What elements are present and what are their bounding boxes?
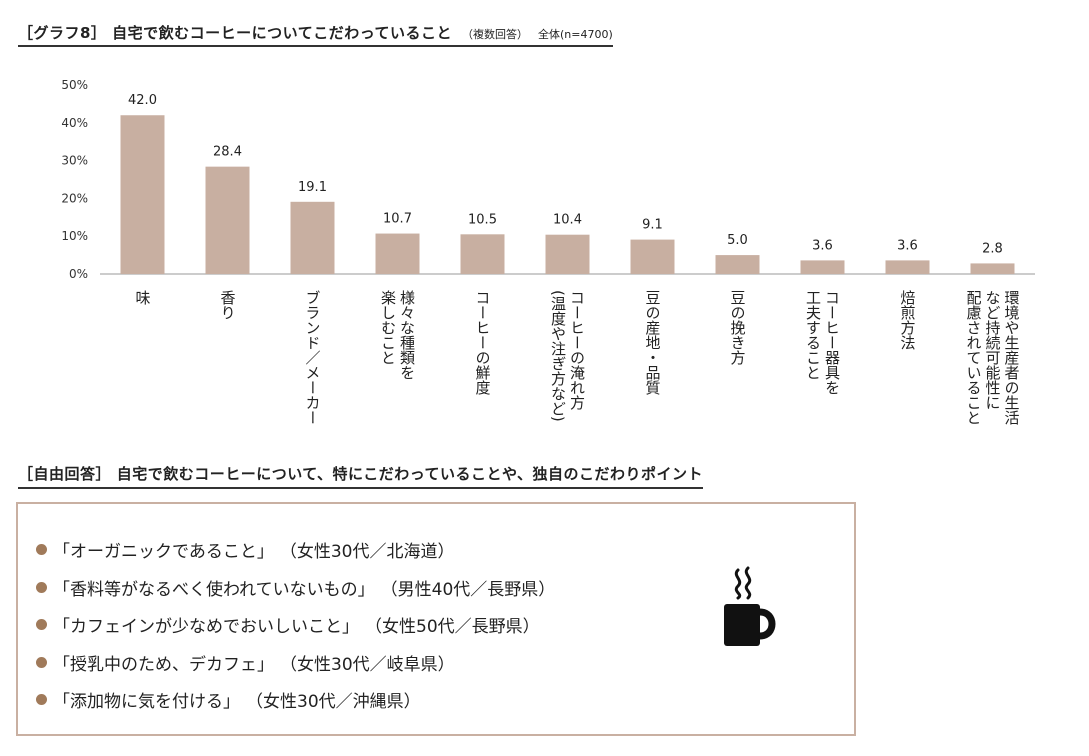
category-label: など持続可能性に xyxy=(984,290,1002,410)
category-label: 楽しむこと xyxy=(379,290,397,365)
category-label: 豆の産地・品質 xyxy=(644,290,662,395)
y-tick-label: 50% xyxy=(61,78,88,92)
bullet-icon xyxy=(36,694,47,706)
free-response-item: 「オーガニックであること」 （女性30代／北海道） xyxy=(36,531,555,569)
respondent-info: （女性50代／長野県） xyxy=(365,617,540,638)
free-response-item: 「授乳中のため、デカフェ」 （女性30代／岐阜県） xyxy=(36,644,555,682)
bar xyxy=(715,255,760,274)
data-label: 5.0 xyxy=(727,233,748,248)
response-quote: 「授乳中のため、デカフェ」 xyxy=(53,654,274,675)
chart-answer-note: （複数回答） xyxy=(461,28,528,41)
free-response-item: 「カフェインが少なめでおいしいこと」 （女性50代／長野県） xyxy=(36,606,555,644)
bar xyxy=(290,201,335,274)
bar xyxy=(800,260,845,274)
data-label: 9.1 xyxy=(642,218,663,233)
category-label: 環境や生産者の生活 xyxy=(1003,290,1021,425)
bullet-icon xyxy=(36,581,47,593)
category-label: ブランド／メーカー xyxy=(304,290,322,425)
data-label: 2.8 xyxy=(982,241,1003,256)
y-tick-label: 10% xyxy=(61,229,88,243)
data-label: 10.5 xyxy=(468,212,497,227)
bar xyxy=(970,263,1015,274)
bullet-icon xyxy=(36,656,47,668)
bar xyxy=(120,115,165,275)
data-label: 10.7 xyxy=(383,212,412,227)
response-quote: 「オーガニックであること」 xyxy=(53,542,274,563)
bar xyxy=(205,166,250,274)
free-response-heading: ［自由回答］ 自宅で飲むコーヒーについて、特にこだわっていることや、独自のこだわ… xyxy=(18,463,704,489)
free-response-box: 「オーガニックであること」 （女性30代／北海道） 「香料等がなるべく使われてい… xyxy=(16,502,856,736)
category-label: コーヒーの鮮度 xyxy=(474,290,492,395)
data-label: 19.1 xyxy=(298,180,327,195)
bullet-icon xyxy=(36,544,47,556)
y-tick-label: 20% xyxy=(61,191,88,205)
free-response-item: 「香料等がなるべく使われていないもの」 （男性40代／長野県） xyxy=(36,569,555,607)
respondent-info: （女性30代／沖縄県） xyxy=(246,692,421,713)
category-label: (温度や注ぎ方など) xyxy=(549,290,567,422)
category-label: 豆の挽き方 xyxy=(729,290,747,366)
response-quote: 「カフェインが少なめでおいしいこと」 xyxy=(53,617,359,638)
chart-sample-size: 全体(n=4700) xyxy=(537,28,613,41)
category-label: 焙煎方法 xyxy=(899,290,917,350)
response-quote: 「添加物に気を付ける」 xyxy=(53,692,240,713)
respondent-info: （女性30代／北海道） xyxy=(279,542,455,563)
category-label: 工夫すること xyxy=(804,290,822,380)
data-label: 28.4 xyxy=(213,145,242,160)
bar xyxy=(460,234,505,274)
y-tick-label: 40% xyxy=(61,116,88,130)
response-quote: 「香料等がなるべく使われていないもの」 xyxy=(53,579,375,600)
bar xyxy=(885,260,930,274)
coffee-cup-icon xyxy=(724,566,776,646)
category-label: 香り xyxy=(219,290,237,320)
data-label: 3.6 xyxy=(897,238,918,253)
respondent-info: （男性40代／長野県） xyxy=(380,579,556,600)
bar xyxy=(545,234,590,274)
data-label: 10.4 xyxy=(553,213,582,228)
data-label: 42.0 xyxy=(128,93,157,108)
bar xyxy=(375,233,420,274)
y-tick-label: 0% xyxy=(69,267,88,281)
chart-title: ［グラフ8］ 自宅で飲むコーヒーについてこだわっていること xyxy=(18,24,452,42)
category-label: 様々な種類を xyxy=(398,290,416,380)
data-label: 3.6 xyxy=(812,238,833,253)
category-label: コーヒー器具を xyxy=(823,290,841,395)
bar xyxy=(630,239,675,274)
respondent-info: （女性30代／岐阜県） xyxy=(280,654,455,675)
bullet-icon xyxy=(36,619,47,631)
bar-chart: 0% 10% 20% 30% 40% 50% 42.0 味 28.4 香り 19.1 ブランド／メーカ… xyxy=(61,78,1035,425)
chart-heading: ［グラフ8］ 自宅で飲むコーヒーについてこだわっていること （複数回答） 全体(… xyxy=(18,22,613,47)
free-response-item: 「添加物に気を付ける」 （女性30代／沖縄県） xyxy=(36,681,555,719)
category-label: 配慮されていること xyxy=(965,290,983,425)
free-response-list: 「オーガニックであること」 （女性30代／北海道） 「香料等がなるべく使われてい… xyxy=(36,531,555,719)
category-label: 味 xyxy=(134,290,152,305)
y-tick-label: 30% xyxy=(61,154,88,168)
category-label: コーヒーの淹れ方 xyxy=(568,290,586,411)
